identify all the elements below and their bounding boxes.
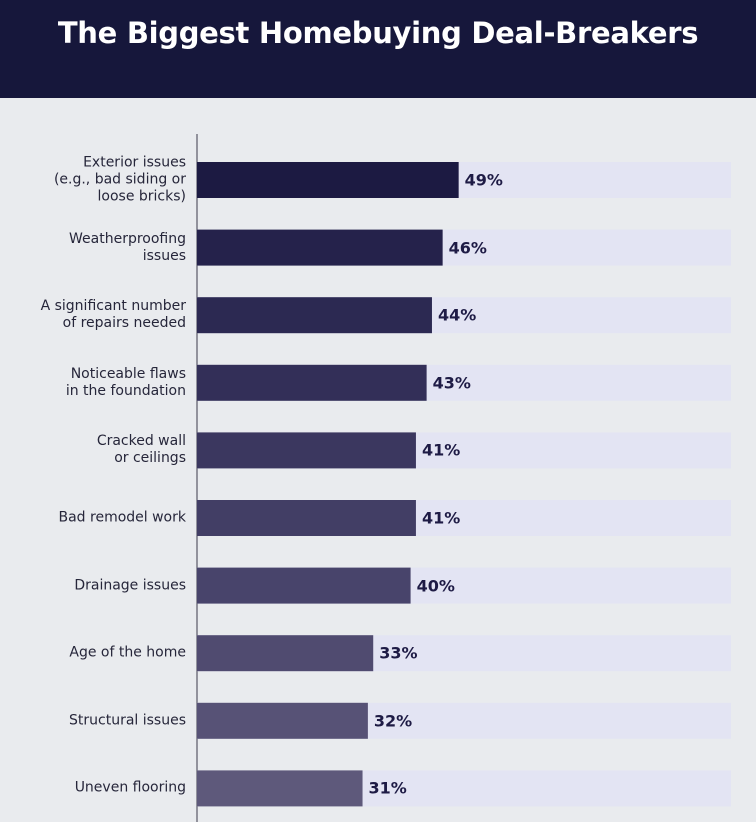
bar [197,770,363,807]
value-label: 41% [421,440,461,460]
category-label: A significant number of repairs needed [40,298,186,332]
value-label: 49% [464,170,503,190]
category-label: Noticeable flaws in the foundation [65,365,186,399]
value-label: 43% [432,373,471,393]
value-label: 44% [437,305,477,325]
value-label: 46% [448,238,487,258]
bar [197,229,443,266]
category-label: Age of the home [69,644,186,661]
bar [197,162,459,198]
bar [197,297,432,334]
chart-title: The Biggest Homebuying Deal-Breakers [57,16,699,50]
value-label: 32% [373,711,413,731]
bar [197,567,411,604]
value-label: 33% [379,643,418,663]
value-label: 41% [421,508,461,528]
category-label: Drainage issues [74,577,186,594]
bar [197,635,374,672]
category-label: Structural issues [69,712,186,729]
bar [197,432,416,469]
header-band [0,0,756,98]
category-label: Uneven flooring [74,779,186,796]
bar [197,702,368,739]
category-label: Exterior issues (e.g., bad siding or loo… [53,154,186,205]
category-label: Weatherproofing issues [69,230,186,264]
bar [197,364,427,401]
category-label: Bad remodel work [58,509,186,526]
category-label: Cracked wall or ceilings [96,433,186,467]
bar [197,500,416,536]
value-label: 31% [368,778,407,798]
value-label: 40% [416,576,455,596]
